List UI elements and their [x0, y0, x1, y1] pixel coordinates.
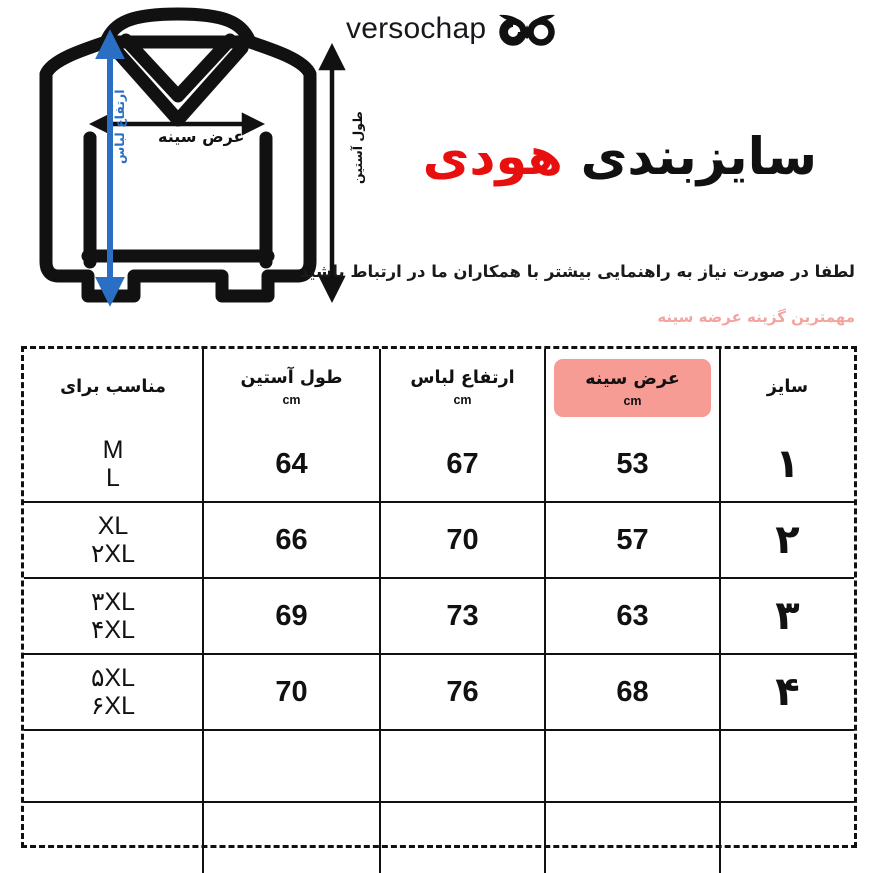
sleeve-length-arrow: [318, 42, 346, 304]
size-value: ۳: [775, 593, 800, 639]
chest-value: 57: [616, 523, 649, 556]
size-table-body: ۱ 53 67 64 M L ۲ 57 70 66 XL ۲XL ۳ 63 73 69 ۳XL ۴XL ۴ 68 76 7…: [24, 427, 854, 873]
table-row: ۳ 63 73 69 ۳XL ۴XL: [24, 578, 854, 655]
fit-stack: ۳XL ۴XL: [24, 589, 202, 643]
header-label-fit: مناسب برای: [60, 377, 166, 398]
cell-fit: [24, 730, 204, 803]
chest-value: 53: [616, 447, 649, 480]
cell-chest: 63: [544, 578, 721, 655]
fit-value: XL: [97, 512, 129, 540]
chest-note-text: مهمترین گزینه عرضه سینه: [657, 308, 855, 326]
size-table-container: سایز عرض سینه cm ارتفاع لباس cm: [21, 346, 857, 873]
size-table: سایز عرض سینه cm ارتفاع لباس cm: [24, 349, 854, 873]
cell-height: [380, 730, 546, 803]
header-row: سایز عرض سینه cm ارتفاع لباس cm: [24, 349, 854, 427]
fit-value: ۳XL: [91, 588, 136, 616]
size-value: ۲: [775, 517, 800, 563]
cell-chest: 68: [544, 654, 721, 731]
page-title: سایزبندی هودی: [423, 128, 817, 188]
chest-value: 63: [616, 599, 649, 632]
cell-size: [720, 802, 854, 873]
header-unit-chest: cm: [623, 394, 642, 409]
size-value: ۴: [775, 669, 800, 715]
cell-height: 73: [380, 578, 546, 655]
table-row: ۱ 53 67 64 M L: [24, 427, 854, 503]
cell-height: 67: [380, 427, 546, 503]
header-cell-fit: مناسب برای: [24, 349, 204, 427]
header-area: عرض سینه ارتفاع لباس طول آستین versochap: [0, 0, 877, 342]
cell-sleeve: [203, 730, 381, 803]
fit-value: L: [106, 463, 120, 492]
size-value: ۱: [775, 441, 800, 487]
garment-height-label: ارتفاع لباس: [112, 89, 127, 165]
header-label-height: ارتفاع لباس: [410, 367, 515, 388]
header-cell-sleeve: طول آستین cm: [203, 349, 381, 427]
page-title-prefix: سایزبندی: [580, 128, 817, 187]
cell-sleeve: 66: [203, 502, 381, 579]
cell-size: ۳: [720, 578, 854, 655]
garment-height-arrow: [95, 29, 125, 307]
table-row: ۲ 57 70 66 XL ۲XL: [24, 502, 854, 579]
cell-sleeve: 64: [203, 427, 381, 503]
table-row: ۴ 68 76 70 ۵XL ۶XL: [24, 654, 854, 731]
table-row: [24, 730, 854, 803]
header-cell-chest: عرض سینه cm: [544, 349, 721, 427]
fit-stack: ۵XL ۶XL: [24, 665, 202, 719]
cell-size: ۴: [720, 654, 854, 731]
header-unit-height: cm: [453, 393, 472, 408]
header-label-sleeve: طول آستین: [240, 367, 343, 388]
cell-height: [380, 802, 546, 873]
owl-icon: [498, 12, 556, 46]
header-cell-size: سایز: [720, 349, 854, 427]
sleeve-value: 64: [275, 447, 308, 480]
sleeve-length-label: طول آستین: [350, 111, 365, 184]
cell-size: [720, 730, 854, 803]
header-unit-sleeve: cm: [282, 393, 301, 408]
page-title-highlight: هودی: [422, 128, 563, 187]
fit-stack: XL ۲XL: [24, 513, 202, 567]
brand-logo: versochap: [346, 6, 556, 52]
cell-chest: [544, 730, 721, 803]
cell-sleeve: 70: [203, 654, 381, 731]
cell-sleeve: 69: [203, 578, 381, 655]
chest-width-label: عرض سینه: [158, 127, 245, 146]
sleeve-value: 69: [275, 599, 308, 632]
cell-height: 70: [380, 502, 546, 579]
cell-chest: 53: [544, 427, 721, 503]
fit-value: M: [102, 436, 124, 464]
height-value: 76: [446, 675, 479, 708]
table-row: [24, 802, 854, 873]
fit-value: ۴XL: [91, 615, 136, 644]
height-value: 67: [446, 447, 479, 480]
cell-chest: [544, 802, 721, 873]
subtitle-text: لطفا در صورت نیاز به راهنمایی بیشتر با ه…: [299, 262, 855, 281]
header-label-size: سایز: [766, 377, 809, 398]
sleeve-value: 70: [275, 675, 308, 708]
cell-fit: XL ۲XL: [24, 502, 204, 579]
hoodie-illustration: [39, 7, 346, 307]
cell-size: ۱: [720, 427, 854, 503]
cell-size: ۲: [720, 502, 854, 579]
height-value: 73: [446, 599, 479, 632]
size-table-header: سایز عرض سینه cm ارتفاع لباس cm: [24, 349, 854, 427]
cell-fit: ۳XL ۴XL: [24, 578, 204, 655]
sleeve-value: 66: [275, 523, 308, 556]
fit-value: ۶XL: [91, 691, 136, 720]
hoodie-diagram: عرض سینه ارتفاع لباس طول آستین: [22, 4, 365, 324]
fit-value: ۵XL: [91, 664, 136, 692]
fit-value: ۲XL: [91, 539, 136, 568]
chest-value: 68: [616, 675, 649, 708]
brand-name: versochap: [346, 12, 487, 45]
cell-chest: 57: [544, 502, 721, 579]
header-cell-height: ارتفاع لباس cm: [380, 349, 546, 427]
cell-fit: ۵XL ۶XL: [24, 654, 204, 731]
height-value: 70: [446, 523, 479, 556]
cell-fit: [24, 802, 204, 873]
cell-height: 76: [380, 654, 546, 731]
cell-sleeve: [203, 802, 381, 873]
header-label-chest: عرض سینه: [585, 368, 680, 389]
